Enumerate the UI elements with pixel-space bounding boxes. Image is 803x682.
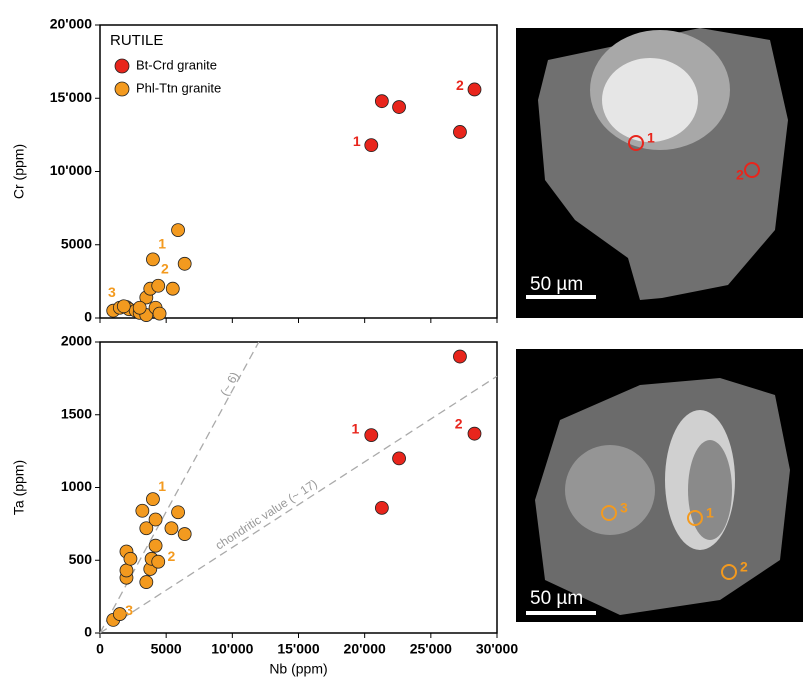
data-point <box>139 575 154 589</box>
data-point <box>119 563 134 578</box>
spot-label: 1 <box>706 505 714 521</box>
spot-label: 2 <box>736 167 744 183</box>
data-point <box>148 538 163 553</box>
annotation: 3 <box>125 602 133 618</box>
data-point <box>112 607 127 621</box>
y-tick-label: 10'000 <box>50 162 92 178</box>
legend-marker <box>114 81 130 97</box>
image-bottom <box>516 349 803 622</box>
annotation: 2 <box>168 548 176 564</box>
image-top <box>516 28 803 318</box>
x-tick-label: 25'000 <box>410 641 452 657</box>
y-tick-label: 15'000 <box>50 89 92 105</box>
analysis-spot <box>687 510 703 526</box>
reference-label: chondritic value (~ 17) <box>213 476 320 552</box>
data-point <box>116 299 131 314</box>
data-point <box>146 252 160 267</box>
analysis-spot <box>744 162 760 178</box>
annotation: 1 <box>158 478 166 494</box>
data-point <box>132 300 147 315</box>
legend-label: Bt-Crd granite <box>136 57 217 72</box>
x-tick-label: 5000 <box>151 641 182 657</box>
data-point <box>171 223 185 238</box>
annotation: 3 <box>108 284 116 300</box>
x-tick-label: 30'000 <box>476 641 518 657</box>
data-point <box>392 100 406 114</box>
annotation: 1 <box>158 235 166 251</box>
y-tick-label: 500 <box>69 551 93 567</box>
y-tick-label: 1500 <box>61 405 92 421</box>
x-tick-label: 10'000 <box>211 641 253 657</box>
x-tick-label: 0 <box>96 641 104 657</box>
legend-title: RUTILE <box>110 32 163 49</box>
scale-bar-label: 50 µm <box>530 274 583 295</box>
data-point <box>374 500 389 515</box>
analysis-spot <box>721 564 737 580</box>
data-point <box>453 349 467 364</box>
data-point <box>392 451 406 466</box>
data-point <box>374 94 389 109</box>
data-point <box>148 512 163 527</box>
annotation: 2 <box>455 416 463 432</box>
reference-label: (~ 6) <box>217 370 241 399</box>
spot-label: 1 <box>647 130 655 146</box>
y-tick-label: 1000 <box>61 478 92 494</box>
data-point <box>123 551 138 566</box>
spot-label: 2 <box>740 559 748 575</box>
data-point <box>453 125 467 139</box>
annotation: 2 <box>161 260 169 276</box>
spot-label: 3 <box>620 500 628 516</box>
annotation: 2 <box>456 77 464 93</box>
data-point <box>151 278 166 293</box>
data-point <box>171 505 185 520</box>
x-tick-label: 20'000 <box>344 641 386 657</box>
y-axis-label: Cr (ppm) <box>11 144 27 199</box>
data-point <box>177 256 192 271</box>
data-point <box>135 503 150 518</box>
data-point <box>151 554 166 569</box>
data-point <box>177 527 192 541</box>
y-tick-label: 0 <box>84 309 92 325</box>
annotation: 1 <box>353 133 361 149</box>
data-point <box>467 82 482 97</box>
y-axis-label: Ta (ppm) <box>11 460 27 515</box>
legend-marker <box>114 58 130 74</box>
data-point <box>165 281 180 296</box>
data-point <box>467 426 482 441</box>
y-tick-label: 2000 <box>61 333 92 349</box>
annotation: 1 <box>352 421 360 437</box>
data-point <box>152 306 167 321</box>
data-point <box>364 138 379 153</box>
analysis-spot <box>628 135 644 151</box>
data-point <box>146 492 160 507</box>
x-axis-label: Nb (ppm) <box>269 661 327 677</box>
y-tick-label: 0 <box>84 624 92 640</box>
scale-bar-label: 50 µm <box>530 588 583 609</box>
data-point <box>164 521 179 536</box>
analysis-spot <box>601 505 617 521</box>
y-tick-label: 20'000 <box>50 16 92 32</box>
reference-line <box>99 375 498 634</box>
y-tick-label: 5000 <box>61 235 92 251</box>
legend-label: Phl-Ttn granite <box>136 80 221 95</box>
x-tick-label: 15'000 <box>277 641 319 657</box>
data-point <box>139 521 154 536</box>
data-point <box>364 428 379 443</box>
